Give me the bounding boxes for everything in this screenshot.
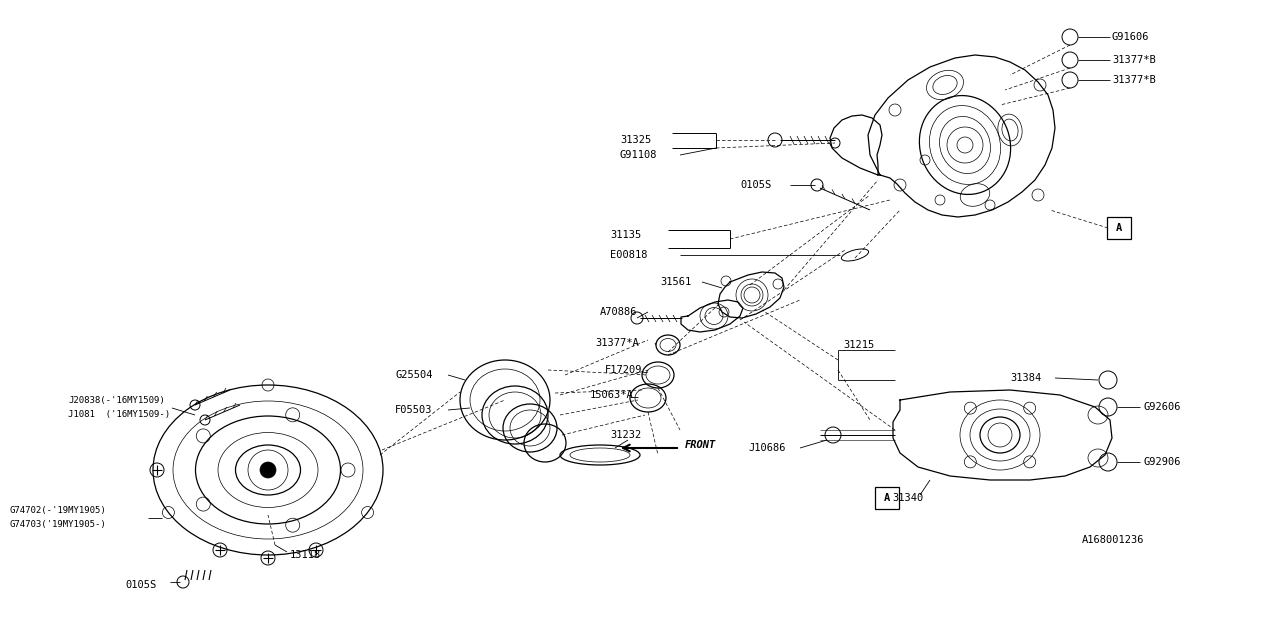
Text: J10686: J10686 [748, 443, 786, 453]
Text: 31384: 31384 [1010, 373, 1041, 383]
Text: 31377*B: 31377*B [1112, 55, 1156, 65]
Text: F17209: F17209 [605, 365, 643, 375]
Text: 31215: 31215 [844, 340, 874, 350]
Circle shape [260, 462, 276, 478]
Text: G25504: G25504 [396, 370, 433, 380]
Text: A70886: A70886 [600, 307, 637, 317]
Text: A: A [884, 493, 890, 503]
Text: 31325: 31325 [620, 135, 652, 145]
Text: 13118: 13118 [291, 550, 321, 560]
Text: E00818: E00818 [611, 250, 648, 260]
Text: 31377*A: 31377*A [595, 338, 639, 348]
Text: 31561: 31561 [660, 277, 691, 287]
Text: A168001236: A168001236 [1082, 535, 1144, 545]
Text: G91606: G91606 [1112, 32, 1149, 42]
Text: 31135: 31135 [611, 230, 641, 240]
Text: J1081  ('16MY1509-): J1081 ('16MY1509-) [68, 410, 170, 419]
Text: G74703('19MY1905-): G74703('19MY1905-) [10, 520, 106, 529]
Text: F05503: F05503 [396, 405, 433, 415]
Text: A: A [1116, 223, 1123, 233]
Text: 15063*A: 15063*A [590, 390, 634, 400]
Text: G92906: G92906 [1143, 457, 1180, 467]
Text: 31377*B: 31377*B [1112, 75, 1156, 85]
Text: J20838(-'16MY1509): J20838(-'16MY1509) [68, 396, 165, 404]
Text: 31340: 31340 [892, 493, 923, 503]
Text: 0105S: 0105S [740, 180, 772, 190]
Text: 31232: 31232 [611, 430, 641, 440]
Text: G74702(-'19MY1905): G74702(-'19MY1905) [10, 506, 106, 515]
Text: FRONT: FRONT [685, 440, 717, 450]
Text: G91108: G91108 [620, 150, 658, 160]
Text: 0105S: 0105S [125, 580, 156, 590]
Text: G92606: G92606 [1143, 402, 1180, 412]
